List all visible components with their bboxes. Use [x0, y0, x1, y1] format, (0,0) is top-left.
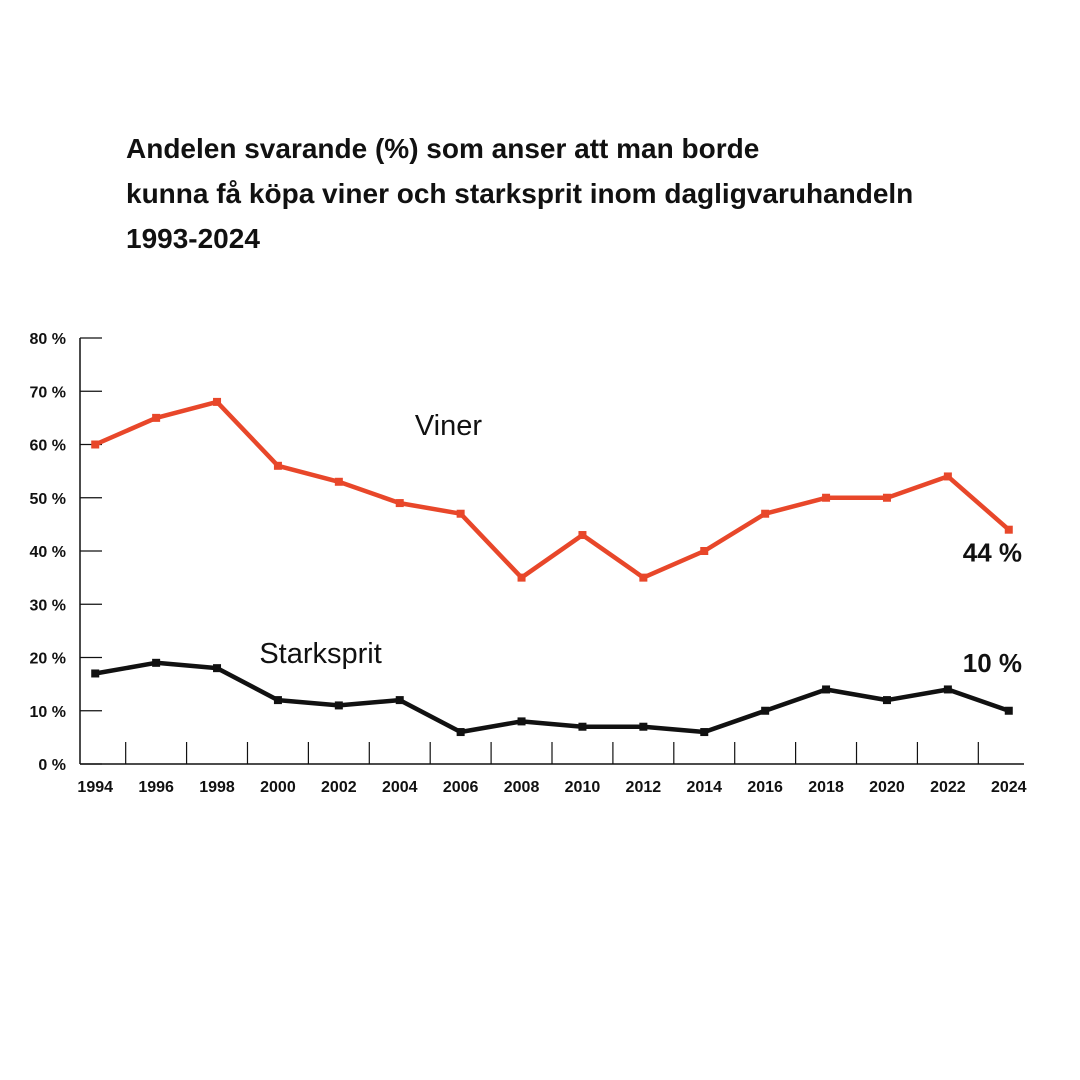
x-tick-label: 2020	[869, 779, 905, 796]
data-point	[395, 696, 404, 705]
x-axis-ticks: 1994 1996 1998 2000 2002 2004 2006 2008 2010 2012…	[77, 742, 1027, 796]
series-label-starksprit: Starksprit	[259, 638, 381, 670]
chart-title-line-3: 1993-2024	[126, 223, 260, 254]
data-point	[334, 701, 343, 710]
data-point	[578, 531, 587, 540]
series-labels: Viner 44 % Starksprit 10 %	[259, 410, 1022, 678]
x-tick-label: 2016	[747, 779, 783, 796]
data-point	[334, 477, 343, 486]
data-point	[578, 722, 587, 731]
x-tick-label: 2004	[382, 779, 418, 796]
data-point	[273, 461, 282, 470]
chart-title-line-1: Andelen svarande (%) som anser att man b…	[126, 133, 760, 164]
x-tick-label: 2008	[504, 779, 540, 796]
x-tick-label: 2018	[808, 779, 844, 796]
y-tick-label: 70 %	[30, 384, 66, 401]
x-tick-label: 2002	[321, 779, 357, 796]
x-tick-label: 1996	[138, 779, 174, 796]
y-tick-label: 20 %	[30, 651, 66, 668]
x-tick-label: 2006	[443, 779, 479, 796]
chart-title-line-2: kunna få köpa viner och starksprit inom …	[126, 178, 914, 209]
y-tick-label: 0 %	[38, 757, 66, 774]
series-lines	[91, 397, 1013, 737]
end-value-label-starksprit: 10 %	[963, 648, 1022, 678]
y-tick-label: 40 %	[30, 544, 66, 561]
data-point	[152, 658, 161, 667]
y-tick-label: 60 %	[30, 438, 66, 455]
data-point	[152, 413, 161, 422]
series-line-viner	[94, 399, 1011, 580]
data-point	[213, 664, 222, 673]
data-point	[822, 685, 831, 694]
data-point	[882, 696, 891, 705]
x-tick-label: 1998	[199, 779, 235, 796]
series-line-starksprit	[94, 660, 1010, 735]
data-point	[639, 573, 648, 582]
end-value-label-viner: 44 %	[963, 538, 1022, 568]
data-point	[700, 728, 709, 737]
x-tick-label: 1994	[77, 779, 113, 796]
y-tick-label: 80 %	[30, 331, 66, 348]
y-tick-label: 10 %	[30, 704, 66, 721]
x-tick-label: 2000	[260, 779, 296, 796]
x-tick-label: 2022	[930, 779, 966, 796]
x-tick-label: 2012	[626, 779, 662, 796]
data-point	[1004, 706, 1013, 715]
series-label-viner: Viner	[415, 410, 483, 442]
data-point	[639, 722, 648, 731]
x-tick-label: 2014	[686, 779, 722, 796]
data-point	[395, 499, 404, 508]
data-point	[91, 440, 100, 449]
data-point	[1004, 525, 1013, 534]
x-tick-label: 2024	[991, 779, 1027, 796]
x-tick-label: 2010	[565, 779, 601, 796]
chart-title: Andelen svarande (%) som anser att man b…	[126, 126, 1026, 261]
data-point	[273, 696, 282, 705]
data-point	[761, 706, 770, 715]
data-point	[943, 472, 952, 481]
data-point	[456, 728, 465, 737]
data-point	[700, 547, 709, 555]
data-point	[882, 493, 891, 502]
data-point	[91, 669, 100, 678]
y-tick-label: 50 %	[30, 491, 66, 508]
data-point	[456, 509, 465, 518]
y-axis-ticks: 0 % 10 % 20 % 30 % 40 % 50 % 60 % 70 % 80 %	[30, 331, 102, 774]
data-point	[943, 685, 952, 694]
data-point	[517, 573, 526, 582]
data-point	[517, 717, 526, 726]
y-tick-label: 30 %	[30, 597, 66, 614]
data-point	[213, 397, 222, 406]
data-point	[822, 493, 831, 502]
data-point	[761, 509, 770, 518]
